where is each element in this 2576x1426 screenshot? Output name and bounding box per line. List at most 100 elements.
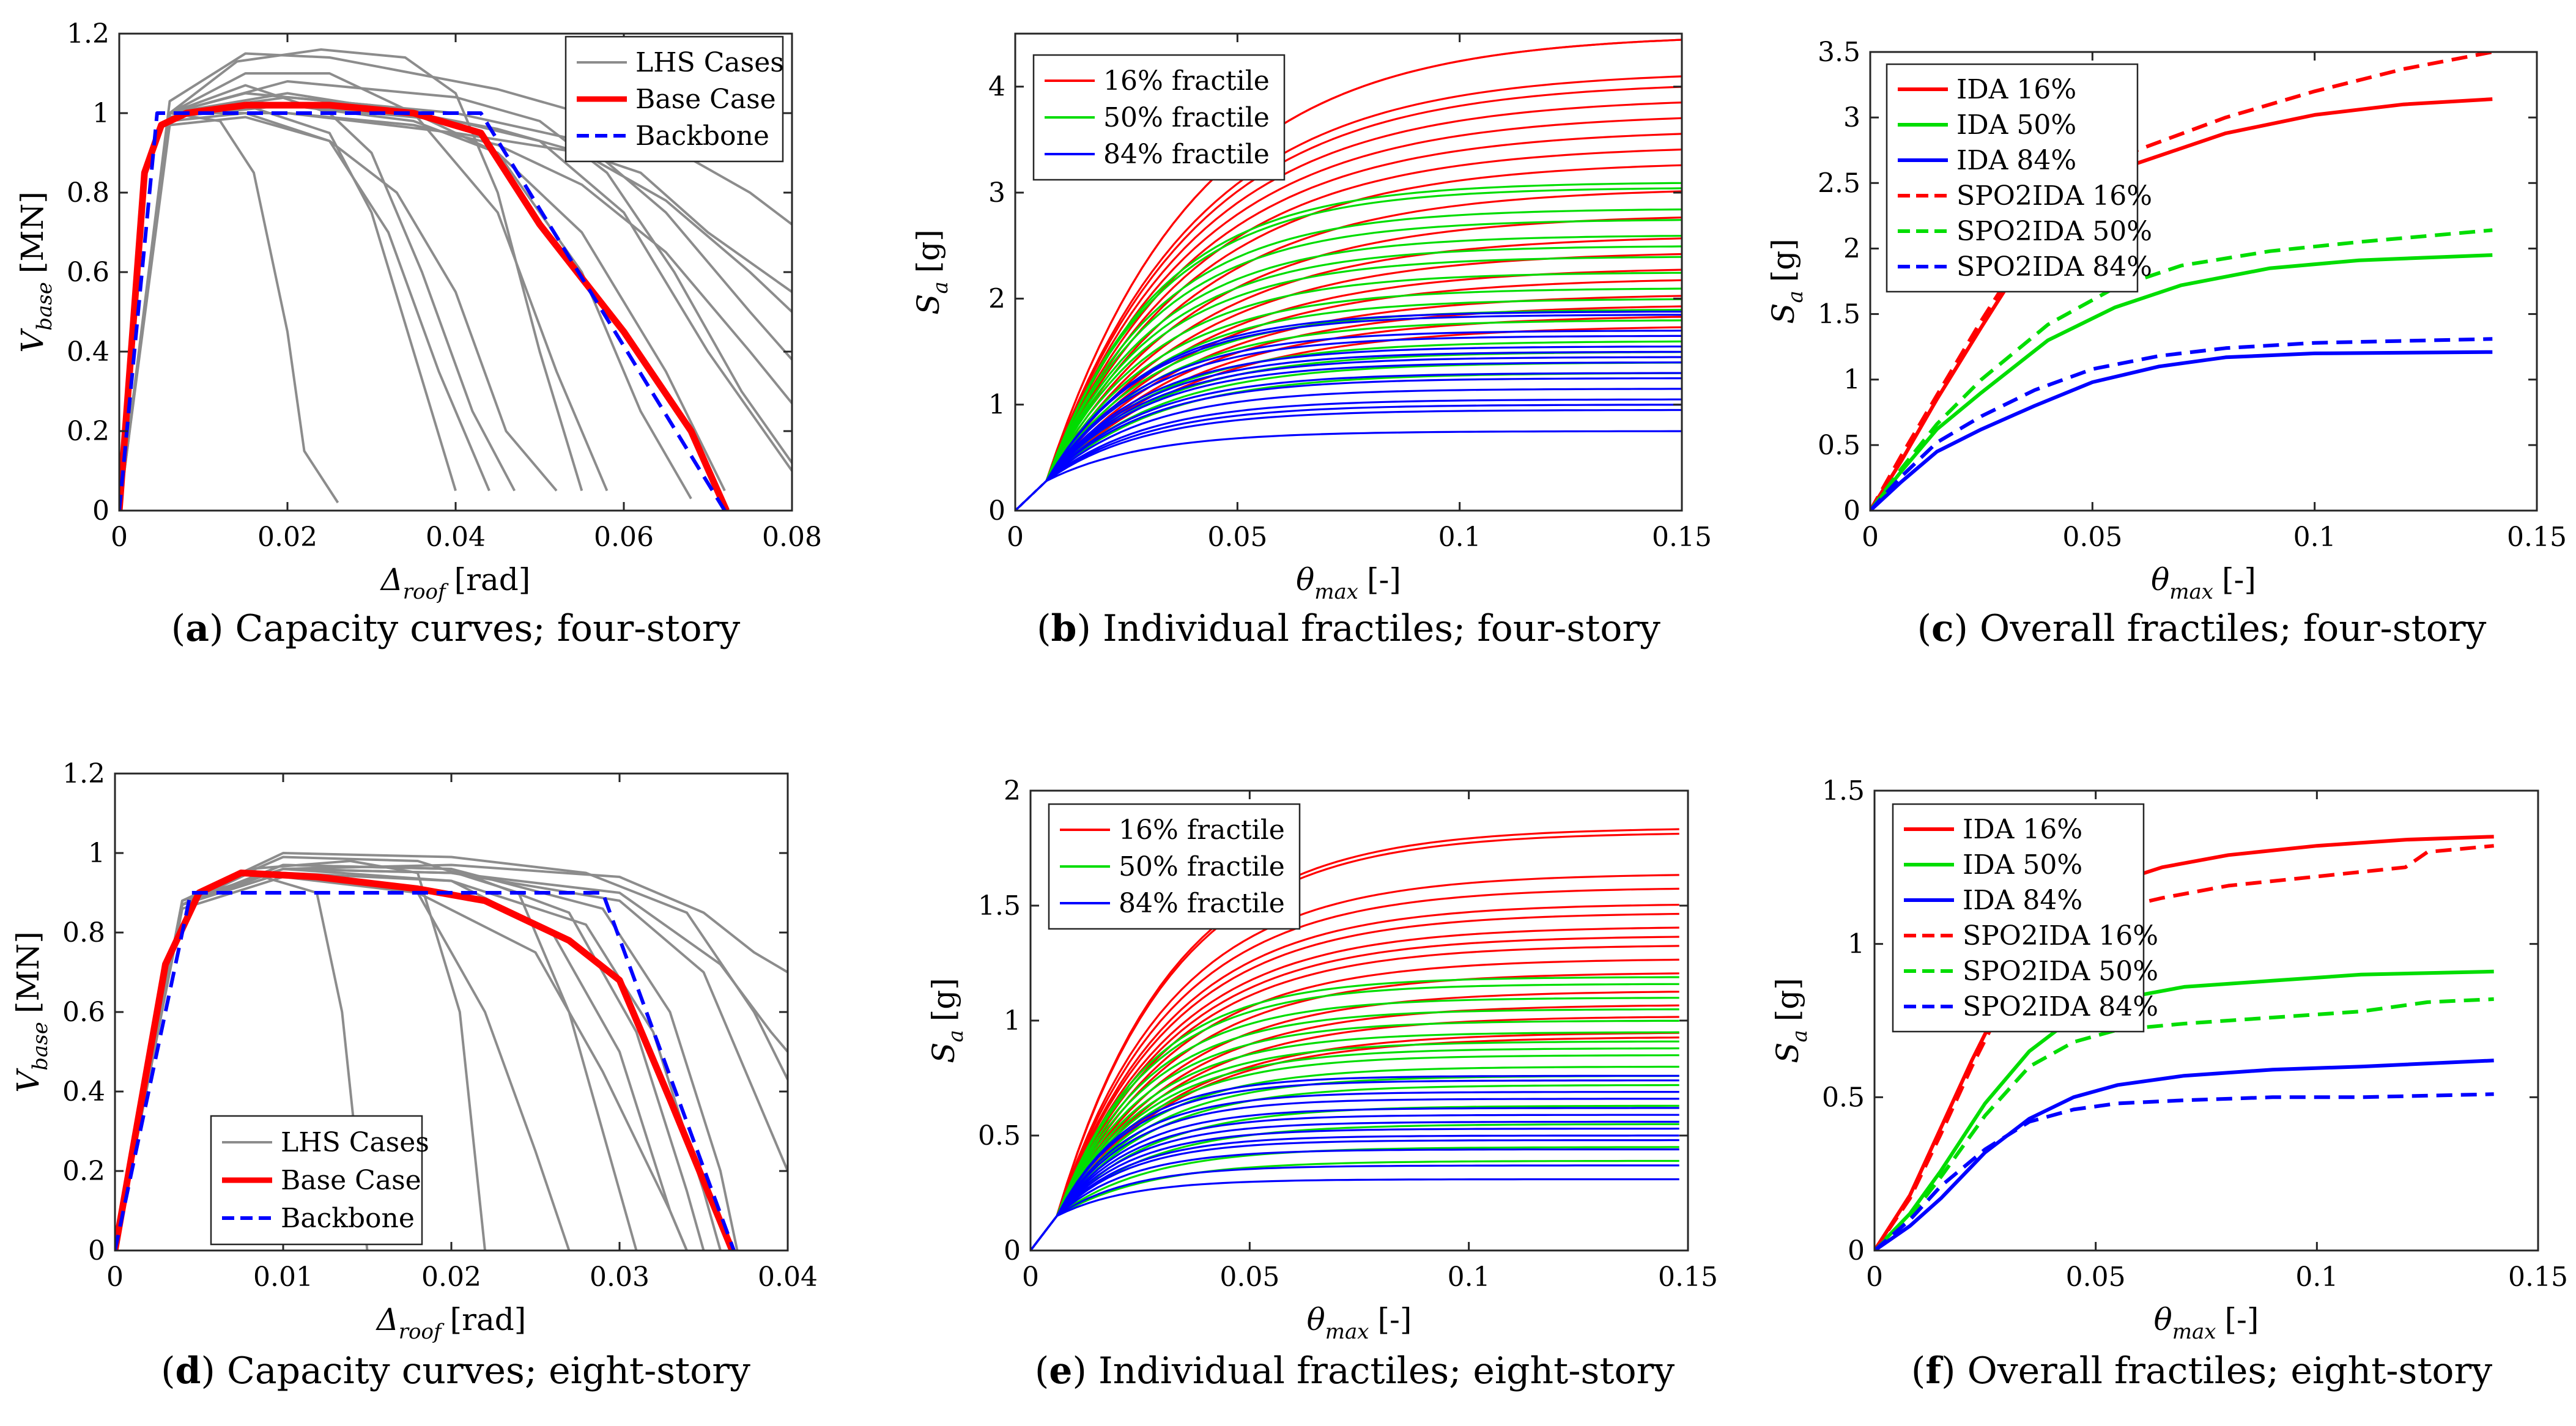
fractile-curve-84-2: [1031, 1090, 1679, 1251]
caption-paren-close: ): [209, 607, 235, 650]
legend-label-3: SPO2IDA 16%: [1963, 920, 2158, 951]
y-axis-label-sub: base: [28, 1022, 53, 1071]
fractile-curve-50-5: [1015, 245, 1682, 511]
data-layer: [1015, 39, 1682, 511]
caption-text: Overall fractiles; eight-story: [1967, 1350, 2493, 1392]
legend-label-4: SPO2IDA 50%: [1963, 956, 2158, 987]
legend: IDA 16% IDA 50% IDA 84% SPO2IDA 16% SPO2IDA …: [1886, 63, 2152, 293]
legend-label-0: IDA 16%: [1956, 74, 2076, 105]
x-tick-label: 0.1: [1448, 1262, 1490, 1293]
fractile-curve-16-9: [1015, 190, 1682, 511]
data-layer: [115, 852, 788, 1251]
x-axis-label-unit: [rad]: [450, 1302, 527, 1337]
x-tick-label: 0.02: [421, 1262, 481, 1293]
x-axis-label-unit: [-]: [2224, 1302, 2259, 1337]
x-axis-label-unit: [-]: [2222, 562, 2256, 597]
y-axis-label-sub: a: [1788, 1030, 1812, 1042]
caption-paren-open: (: [1035, 1350, 1049, 1392]
y-axis-label-unit: [g]: [1766, 238, 1801, 282]
fractile-curve-16-6: [1031, 926, 1679, 1251]
y-axis-label: Vbase [MN]: [10, 931, 53, 1093]
legend-label-3: SPO2IDA 16%: [1956, 180, 2152, 212]
y-tick-label: 1: [1843, 364, 1860, 396]
panel-caption: (f) Overall fractiles; eight-story: [1911, 1350, 2492, 1392]
fractile-curve-50-15: [1031, 1159, 1679, 1251]
y-tick-label: 1: [92, 98, 109, 129]
series-line-backbone-17: [119, 111, 727, 511]
series-line-lhs-cases-3: [119, 52, 792, 511]
series-line-lhs-cases-6: [115, 876, 688, 1251]
x-tick-label: 0.02: [257, 522, 317, 553]
x-axis-label: θmax [-]: [2151, 562, 2256, 604]
caption-paren-close: ): [1954, 607, 1980, 650]
fractile-curve-50-4: [1015, 235, 1682, 511]
series-line-base-case-13: [115, 870, 736, 1251]
panel-caption: (e) Individual fractiles; eight-story: [1035, 1350, 1675, 1392]
x-axis-label-main: Δ: [380, 562, 403, 597]
axes-box: [1869, 51, 2538, 512]
fractile-curve-84-2: [1015, 330, 1682, 511]
legend-label-1: 50% fractile: [1103, 102, 1270, 133]
y-axis-label-main: S: [926, 1043, 961, 1063]
y-axis-label-unit: [MN]: [15, 191, 50, 273]
panel-caption: (a) Capacity curves; four-story: [171, 607, 741, 650]
y-tick-label: 2: [1843, 233, 1860, 264]
x-axis-label-sub: max: [2172, 1320, 2216, 1344]
fractile-curve-16-13: [1015, 268, 1682, 511]
caption-paren-open: (: [1037, 607, 1051, 650]
x-tick-label: 0.15: [1658, 1262, 1718, 1293]
y-axis-label-main: S: [911, 294, 946, 315]
series-line-spo2ida-16--3: [1875, 844, 2494, 1251]
x-tick-label: 0.03: [590, 1262, 650, 1293]
series-line-spo2ida-84--5: [1875, 1092, 2494, 1251]
fractile-curve-50-8: [1015, 287, 1682, 511]
panel-d: 0 0.01 0.02 0.03 0.0400.20.40.60.811.2Δroof[…: [10, 758, 818, 1392]
fractile-curve-16-0: [1031, 828, 1679, 1251]
legend-label-1: IDA 50%: [1956, 109, 2076, 141]
fractile-curve-16-10: [1031, 972, 1679, 1251]
x-tick-label: 0.08: [762, 522, 822, 553]
fractile-curve-16-2: [1031, 874, 1679, 1251]
legend-label-1: 50% fractile: [1119, 851, 1285, 882]
caption-letter: d: [176, 1350, 201, 1392]
fractile-curve-84-8: [1031, 1134, 1679, 1251]
fractile-curve-16-4: [1031, 904, 1679, 1251]
panel-b: 0 0.05 0.1 0.15 0 1 2 3 4 θmax [-] Sa [g] 16% fractil…: [911, 32, 1712, 650]
x-tick-label: 0.01: [253, 1262, 313, 1293]
legend-label-2: 84% fractile: [1119, 888, 1285, 919]
fractile-curve-84-8: [1015, 372, 1682, 511]
x-axis-label: Δroof [rad]: [376, 1302, 527, 1344]
y-axis-label-unit: [g]: [926, 978, 961, 1021]
fractile-curve-84-7: [1031, 1128, 1679, 1251]
data-layer: [1031, 828, 1679, 1251]
x-axis-label: Δroof [rad]: [380, 562, 531, 604]
fractile-curve-50-9: [1031, 1065, 1679, 1251]
series-line-backbone-14: [115, 891, 736, 1251]
x-axis-label-sub: max: [1325, 1320, 1369, 1344]
y-tick-label: 4: [988, 72, 1005, 103]
y-tick-label: 0.8: [67, 177, 109, 209]
y-tick-label: 1: [988, 390, 1005, 421]
fractile-curve-84-10: [1031, 1148, 1679, 1251]
legend: IDA 16% IDA 50% IDA 84% SPO2IDA 16% SPO2IDA …: [1892, 803, 2158, 1033]
legend-label-0: 16% fractile: [1119, 815, 1285, 846]
caption-paren-close: ): [1072, 1350, 1098, 1392]
y-tick-label: 2: [1004, 775, 1021, 807]
fractile-curve-84-11: [1015, 398, 1682, 511]
y-tick-label: 1.5: [1818, 299, 1860, 330]
caption-paren-close: ): [1076, 607, 1102, 650]
fractile-curve-84-1: [1031, 1079, 1679, 1251]
x-tick-label: 0: [1862, 522, 1879, 553]
y-axis-label-sub: base: [32, 282, 57, 331]
y-tick-label: 3.5: [1818, 37, 1860, 68]
fractile-curve-84-11: [1031, 1164, 1679, 1251]
legend-label-2: IDA 84%: [1956, 145, 2076, 176]
y-tick-label: 0.5: [1818, 430, 1860, 461]
fractile-curve-50-7: [1015, 272, 1682, 511]
fractile-curve-84-6: [1015, 356, 1682, 511]
caption-letter: c: [1931, 607, 1954, 650]
series-line-ida-84--2: [1875, 1058, 2494, 1251]
fractile-curve-84-14: [1015, 430, 1682, 511]
legend-label-0: LHS Cases: [281, 1127, 429, 1158]
